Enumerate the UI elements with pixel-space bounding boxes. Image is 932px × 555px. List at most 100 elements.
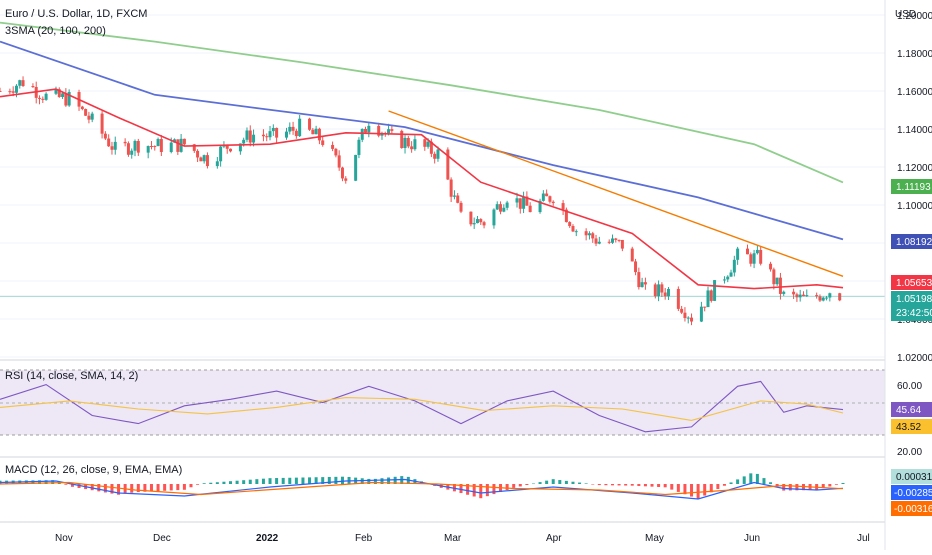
candle[interactable] bbox=[620, 239, 624, 252]
candle[interactable] bbox=[594, 234, 598, 247]
candle[interactable] bbox=[449, 177, 453, 203]
candle[interactable] bbox=[298, 114, 302, 138]
candle[interactable] bbox=[640, 277, 644, 288]
candle[interactable] bbox=[801, 291, 805, 297]
candle[interactable] bbox=[107, 134, 111, 148]
candle[interactable] bbox=[80, 105, 84, 111]
candle[interactable] bbox=[469, 211, 473, 227]
candle[interactable] bbox=[746, 244, 750, 255]
candle[interactable] bbox=[607, 239, 611, 245]
candle[interactable] bbox=[634, 258, 638, 276]
candle[interactable] bbox=[433, 151, 437, 164]
candle[interactable] bbox=[410, 141, 414, 153]
candle[interactable] bbox=[103, 131, 107, 141]
candle[interactable] bbox=[548, 195, 552, 204]
candle[interactable] bbox=[755, 244, 759, 255]
candle[interactable] bbox=[571, 224, 575, 233]
candle[interactable] bbox=[44, 92, 48, 101]
candle[interactable] bbox=[245, 127, 249, 143]
rsi-pane[interactable] bbox=[0, 369, 885, 436]
candle[interactable] bbox=[436, 146, 440, 162]
candle[interactable] bbox=[772, 267, 776, 290]
candle[interactable] bbox=[703, 306, 707, 312]
candle[interactable] bbox=[452, 190, 456, 200]
candlesticks[interactable] bbox=[0, 76, 842, 326]
candle[interactable] bbox=[133, 139, 137, 157]
indicator-title[interactable]: 3SMA (20, 100, 200) bbox=[5, 25, 106, 37]
candle[interactable] bbox=[219, 144, 223, 167]
candle[interactable] bbox=[331, 141, 335, 152]
candle[interactable] bbox=[229, 148, 233, 153]
candle[interactable] bbox=[749, 252, 753, 267]
candle[interactable] bbox=[795, 292, 799, 302]
candle[interactable] bbox=[472, 217, 476, 229]
candle[interactable] bbox=[403, 134, 407, 154]
candle[interactable] bbox=[686, 316, 690, 324]
candle[interactable] bbox=[199, 156, 203, 162]
candle[interactable] bbox=[252, 129, 256, 147]
candle[interactable] bbox=[683, 307, 687, 322]
candle[interactable] bbox=[84, 108, 88, 117]
candle[interactable] bbox=[357, 137, 361, 159]
candle[interactable] bbox=[423, 138, 427, 151]
candle[interactable] bbox=[205, 152, 209, 169]
candle[interactable] bbox=[314, 125, 318, 135]
candle[interactable] bbox=[660, 282, 664, 298]
candle[interactable] bbox=[308, 117, 312, 131]
candle[interactable] bbox=[591, 231, 595, 243]
candle[interactable] bbox=[126, 141, 130, 157]
candle[interactable] bbox=[317, 127, 321, 145]
symbol-title[interactable]: Euro / U.S. Dollar, 1D, FXCM bbox=[5, 8, 147, 20]
candle[interactable] bbox=[752, 249, 756, 269]
candle[interactable] bbox=[176, 139, 180, 155]
candle[interactable] bbox=[680, 305, 684, 315]
candle[interactable] bbox=[545, 189, 549, 197]
candle[interactable] bbox=[574, 229, 578, 237]
candle[interactable] bbox=[340, 166, 344, 182]
candle[interactable] bbox=[0, 87, 2, 92]
macd-title[interactable]: MACD (12, 26, close, 9, EMA, EMA) bbox=[5, 464, 182, 476]
candle[interactable] bbox=[630, 246, 634, 262]
candle[interactable] bbox=[57, 87, 61, 98]
candle[interactable] bbox=[502, 204, 506, 213]
candle[interactable] bbox=[522, 191, 526, 214]
candle[interactable] bbox=[100, 111, 104, 139]
rsi-title[interactable]: RSI (14, close, SMA, 14, 2) bbox=[5, 370, 138, 382]
candle[interactable] bbox=[713, 279, 717, 302]
candle[interactable] bbox=[113, 136, 117, 155]
time-axis[interactable]: Nov Dec 2022 Feb Mar Apr May Jun Jul bbox=[55, 533, 870, 544]
candle[interactable] bbox=[479, 218, 483, 225]
candle[interactable] bbox=[268, 125, 272, 141]
candle[interactable] bbox=[136, 138, 140, 156]
candle[interactable] bbox=[643, 277, 647, 290]
candle[interactable] bbox=[561, 200, 565, 215]
candle[interactable] bbox=[505, 200, 509, 211]
candle[interactable] bbox=[54, 86, 58, 96]
candle[interactable] bbox=[149, 141, 153, 150]
candle[interactable] bbox=[215, 156, 219, 169]
candle[interactable] bbox=[413, 135, 417, 151]
candle[interactable] bbox=[732, 255, 736, 277]
candle[interactable] bbox=[492, 208, 496, 229]
candle[interactable] bbox=[792, 288, 796, 299]
candle[interactable] bbox=[538, 198, 542, 214]
candle[interactable] bbox=[321, 136, 325, 147]
candle[interactable] bbox=[337, 150, 341, 171]
candle[interactable] bbox=[838, 292, 842, 302]
candle[interactable] bbox=[288, 122, 292, 135]
candle[interactable] bbox=[610, 234, 614, 244]
candle[interactable] bbox=[367, 121, 371, 138]
candle[interactable] bbox=[248, 125, 252, 147]
candle[interactable] bbox=[406, 135, 410, 149]
candle[interactable] bbox=[617, 239, 621, 243]
candle[interactable] bbox=[41, 96, 45, 103]
candle[interactable] bbox=[146, 145, 150, 159]
candle[interactable] bbox=[699, 301, 703, 323]
candle[interactable] bbox=[377, 122, 381, 138]
candle[interactable] bbox=[202, 154, 206, 164]
candle[interactable] bbox=[729, 269, 733, 277]
candle[interactable] bbox=[736, 246, 740, 265]
candle[interactable] bbox=[706, 286, 710, 308]
macd-pane[interactable] bbox=[0, 473, 845, 500]
candle[interactable] bbox=[597, 236, 601, 245]
